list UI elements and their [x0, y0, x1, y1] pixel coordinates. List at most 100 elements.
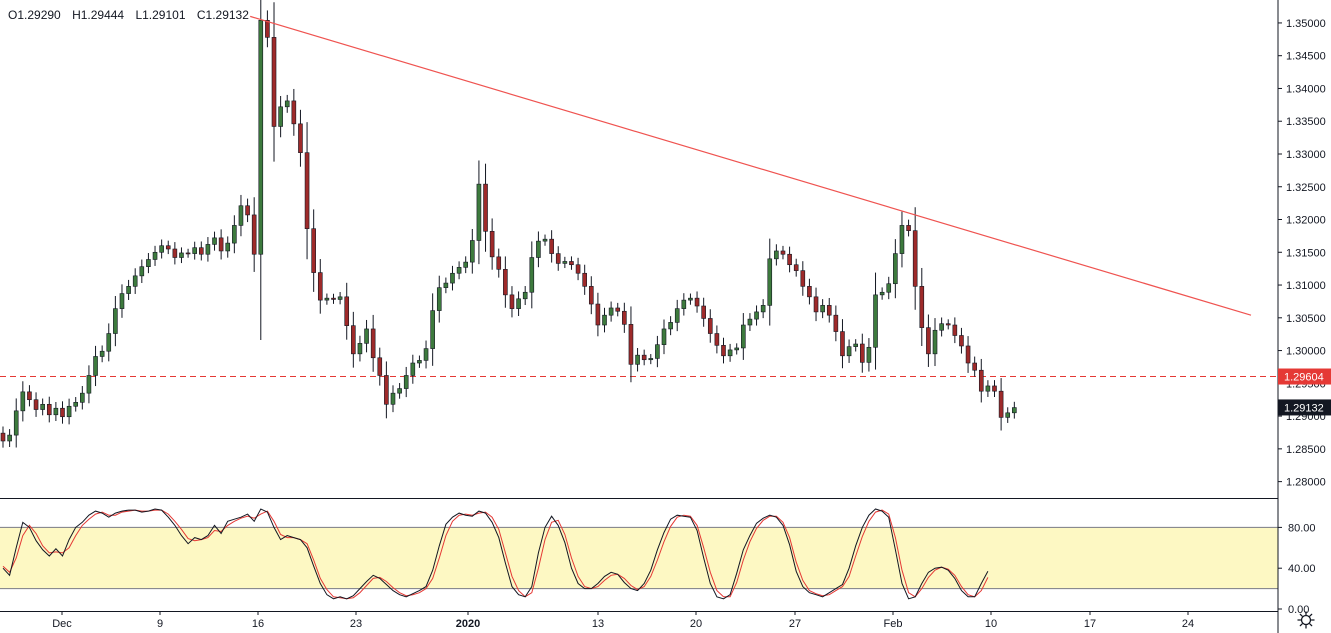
candle-body[interactable]: [430, 310, 435, 349]
stochastic-k-line[interactable]: [2, 508, 989, 600]
candle-body[interactable]: [443, 282, 449, 288]
candle-body[interactable]: [661, 328, 667, 345]
candle-body[interactable]: [992, 385, 997, 392]
candle-body[interactable]: [893, 253, 898, 285]
candle-body[interactable]: [46, 403, 52, 416]
candle-body[interactable]: [965, 345, 971, 364]
candle-body[interactable]: [866, 346, 872, 363]
candle-body[interactable]: [747, 318, 753, 326]
candle-body[interactable]: [106, 333, 112, 352]
candle-body[interactable]: [978, 369, 984, 392]
candle-body[interactable]: [476, 183, 482, 241]
candle-body[interactable]: [119, 293, 125, 309]
candle-body[interactable]: [555, 253, 561, 264]
candle-body[interactable]: [741, 324, 746, 349]
candle-body[interactable]: [238, 205, 244, 226]
candle-body[interactable]: [516, 298, 521, 309]
candle-body[interactable]: [271, 37, 277, 127]
candle-body[interactable]: [470, 240, 475, 263]
candle-body[interactable]: [998, 390, 1004, 418]
candle-body[interactable]: [410, 362, 416, 376]
candle-body[interactable]: [780, 250, 786, 255]
candle-body[interactable]: [53, 407, 59, 416]
candle-body[interactable]: [707, 318, 713, 334]
candle-body[interactable]: [1005, 412, 1011, 418]
candle-body[interactable]: [113, 308, 118, 334]
candle-body[interactable]: [648, 358, 654, 361]
candle-body[interactable]: [932, 329, 938, 355]
candle-body[interactable]: [364, 328, 369, 344]
candle-body[interactable]: [569, 261, 574, 266]
candle-body[interactable]: [813, 296, 819, 313]
candle-body[interactable]: [40, 403, 45, 410]
candle-body[interactable]: [767, 258, 773, 306]
candle-body[interactable]: [826, 305, 832, 316]
candle-body[interactable]: [86, 375, 92, 394]
candle-body[interactable]: [199, 247, 204, 255]
candle-body[interactable]: [674, 308, 680, 323]
price-pane[interactable]: [0, 0, 1278, 448]
candle-body[interactable]: [846, 346, 852, 357]
candle-body[interactable]: [906, 225, 911, 231]
candle-body[interactable]: [972, 362, 977, 371]
candle-body[interactable]: [595, 303, 601, 326]
trendline[interactable]: [250, 15, 1252, 316]
candle-body[interactable]: [959, 335, 964, 347]
candle-body[interactable]: [939, 323, 944, 331]
candle-body[interactable]: [787, 253, 792, 266]
candle-body[interactable]: [60, 407, 65, 418]
candle-body[interactable]: [0, 432, 6, 442]
candle-body[interactable]: [655, 344, 660, 359]
candle-body[interactable]: [774, 250, 779, 260]
candle-body[interactable]: [384, 375, 389, 405]
candle-body[interactable]: [317, 272, 323, 301]
candle-body[interactable]: [265, 20, 270, 38]
candle-body[interactable]: [641, 354, 647, 361]
candle-body[interactable]: [681, 299, 687, 309]
candle-body[interactable]: [456, 267, 462, 274]
candle-body[interactable]: [483, 183, 488, 232]
candle-body[interactable]: [397, 388, 402, 394]
candle-body[interactable]: [450, 272, 455, 284]
candle-body[interactable]: [820, 305, 825, 313]
candle-body[interactable]: [20, 391, 26, 412]
candle-body[interactable]: [27, 391, 32, 401]
candle-body[interactable]: [873, 294, 878, 348]
candle-body[interactable]: [417, 360, 422, 364]
candle-body[interactable]: [926, 327, 931, 355]
candle-body[interactable]: [542, 238, 548, 242]
candle-body[interactable]: [179, 252, 184, 258]
candle-body[interactable]: [622, 310, 627, 325]
candle-body[interactable]: [172, 248, 178, 258]
candle-body[interactable]: [284, 100, 290, 108]
candle-body[interactable]: [886, 283, 892, 293]
candle-body[interactable]: [727, 349, 733, 357]
candle-body[interactable]: [370, 328, 376, 359]
candle-body[interactable]: [185, 252, 191, 255]
candle-body[interactable]: [615, 307, 621, 312]
candle-body[interactable]: [357, 343, 363, 355]
candle-body[interactable]: [152, 251, 158, 260]
candle-body[interactable]: [549, 238, 554, 254]
candle-body[interactable]: [311, 228, 316, 273]
candle-body[interactable]: [800, 270, 806, 287]
candle-body[interactable]: [575, 264, 581, 274]
candle-body[interactable]: [952, 324, 958, 336]
candle-body[interactable]: [522, 291, 528, 300]
candle-body[interactable]: [945, 323, 951, 326]
candle-body[interactable]: [205, 244, 211, 255]
candle-body[interactable]: [608, 307, 614, 316]
candle-body[interactable]: [833, 314, 839, 332]
candle-body[interactable]: [126, 286, 131, 294]
candle-body[interactable]: [258, 20, 264, 255]
candle-body[interactable]: [879, 291, 885, 296]
candle-body[interactable]: [337, 296, 343, 300]
candle-body[interactable]: [463, 261, 469, 268]
candle-body[interactable]: [132, 275, 138, 287]
candle-body[interactable]: [344, 296, 350, 326]
candle-body[interactable]: [291, 100, 297, 125]
candle-body[interactable]: [1012, 407, 1017, 414]
candle-body[interactable]: [351, 325, 356, 355]
candle-body[interactable]: [7, 434, 12, 442]
